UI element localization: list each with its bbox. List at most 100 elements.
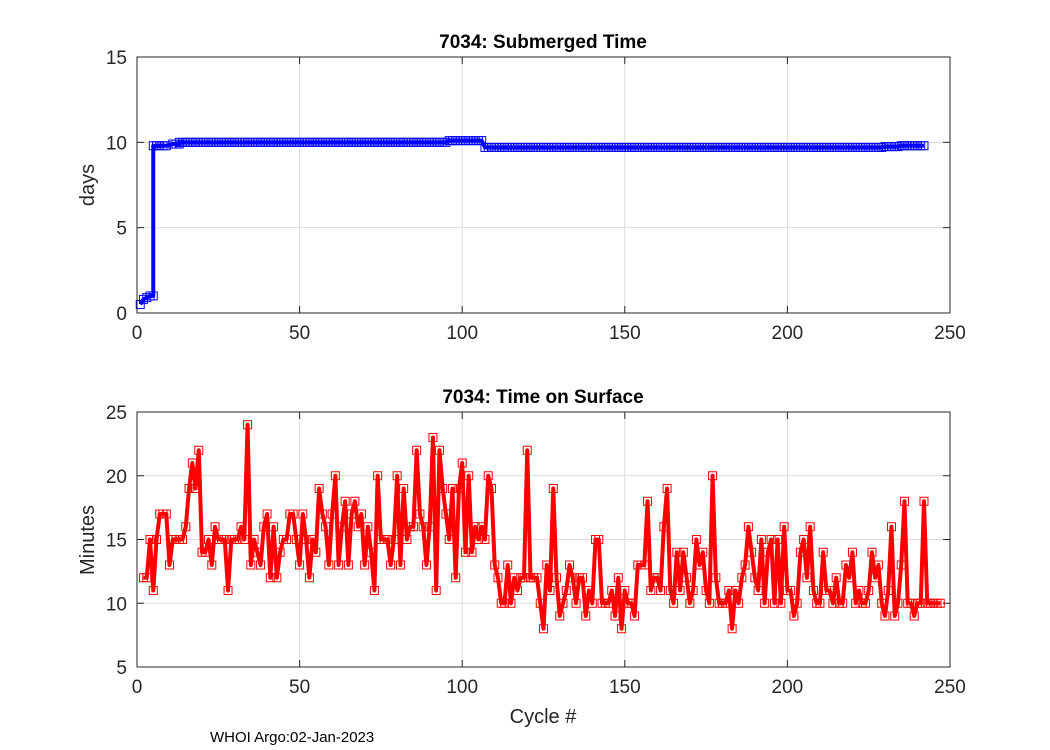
time-on-surface-data-point: [698, 547, 708, 557]
time-on-surface-data-point: [288, 509, 298, 519]
time-on-surface-data-point: [610, 611, 620, 621]
time-on-surface-data-point: [301, 535, 311, 544]
time-on-surface-data-point: [685, 598, 695, 608]
submerged-time-y-tick-label: 5: [116, 219, 127, 240]
submerged-time-data-point: [139, 294, 148, 304]
time-on-surface-data-point: [262, 509, 272, 519]
time-on-surface-data-point: [587, 598, 597, 608]
time-on-surface-data-point: [184, 484, 194, 493]
time-on-surface-data-point: [473, 535, 483, 544]
time-on-surface-data-point: [236, 522, 246, 532]
time-on-surface-data-point: [594, 535, 604, 544]
time-on-surface-data-point: [386, 560, 396, 570]
time-on-surface-data-point: [678, 547, 688, 557]
time-on-surface-data-point: [571, 598, 581, 608]
time-on-surface-data-point: [356, 509, 366, 519]
time-on-surface-data-point: [243, 420, 253, 430]
submerged-time-x-tick-label: 0: [132, 323, 143, 344]
time-on-surface-x-label: Cycle #: [510, 706, 578, 728]
time-on-surface-data-point: [792, 598, 802, 608]
time-on-surface-y-tick-label: 20: [106, 467, 127, 488]
time-on-surface-data-point: [360, 560, 370, 570]
time-on-surface-panel: 0 50 100 150 200 250 5 10 15 20 25 7034: Time on S…: [77, 387, 966, 728]
time-on-surface-data-point: [327, 509, 337, 519]
time-on-surface-data-point: [259, 522, 269, 532]
time-on-surface-data-point: [630, 611, 640, 621]
time-on-surface-data-point: [392, 471, 402, 481]
time-on-surface-data-point: [233, 535, 243, 544]
time-on-surface-data-point: [444, 535, 454, 544]
time-on-surface-data-point: [369, 586, 379, 595]
time-on-surface-data-point: [695, 560, 705, 570]
time-on-surface-data-point: [854, 586, 864, 595]
submerged-time-y-label: days: [77, 164, 99, 206]
time-on-surface-data-point: [555, 611, 565, 621]
time-on-surface-data-point: [200, 547, 210, 557]
submerged-time-x-tick-label: 100: [446, 323, 478, 344]
submerged-time-data-point: [161, 141, 171, 151]
time-on-surface-data-point: [252, 547, 262, 557]
time-on-surface-series: [139, 420, 945, 634]
time-on-surface-data-point: [457, 458, 467, 468]
time-on-surface-data-point: [223, 586, 233, 595]
time-on-surface-data-point: [870, 573, 880, 583]
time-on-surface-data-point: [747, 547, 757, 557]
time-on-surface-data-point: [825, 586, 835, 595]
time-on-surface-data-point: [210, 522, 220, 532]
time-on-surface-data-point: [799, 535, 809, 544]
submerged-time-series: [135, 136, 929, 309]
time-on-surface-y-tick-label: 5: [116, 658, 127, 679]
time-on-surface-data-point: [886, 522, 896, 532]
time-on-surface-data-point: [815, 598, 825, 608]
time-on-surface-data-point: [337, 522, 347, 532]
time-on-surface-data-point: [363, 522, 373, 532]
submerged-time-data-point: [919, 141, 929, 151]
time-on-surface-data-point: [659, 522, 669, 532]
time-on-surface-data-point: [464, 471, 474, 481]
time-on-surface-x-tick-label: 100: [446, 677, 478, 698]
time-on-surface-data-point: [906, 598, 916, 608]
time-on-surface-data-point: [877, 598, 887, 608]
time-on-surface-data-point: [447, 484, 457, 493]
time-on-surface-data-point: [568, 573, 578, 583]
time-on-surface-data-point: [291, 535, 301, 544]
time-on-surface-data-point: [532, 573, 542, 583]
time-on-surface-data-point: [295, 560, 305, 570]
submerged-time-grid: [136, 56, 951, 314]
time-on-surface-data-point: [421, 560, 431, 570]
time-on-surface-data-point: [542, 560, 552, 570]
time-on-surface-data-point: [165, 560, 175, 570]
time-on-surface-data-point: [916, 598, 926, 608]
time-on-surface-data-point: [750, 573, 760, 583]
time-on-surface-data-point: [688, 586, 698, 595]
time-on-surface-data-point: [522, 445, 532, 455]
submerged-time-y-tick-label: 0: [116, 304, 127, 325]
time-on-surface-data-point: [373, 471, 383, 481]
time-on-surface-data-point: [919, 496, 929, 506]
submerged-time-x-tick-label: 250: [934, 323, 966, 344]
time-on-surface-data-point: [519, 573, 529, 583]
time-on-surface-data-point: [743, 522, 753, 532]
time-on-surface-data-point: [756, 535, 766, 544]
time-on-surface-data-point: [844, 573, 854, 583]
time-on-surface-data-point: [899, 496, 909, 506]
time-on-surface-data-point: [148, 586, 158, 595]
time-on-surface-data-point: [178, 535, 188, 544]
time-on-surface-data-point: [207, 560, 217, 570]
time-on-surface-data-point: [454, 484, 464, 493]
time-on-surface-data-point: [873, 560, 883, 570]
time-on-surface-data-point: [708, 471, 718, 481]
time-on-surface-data-point: [347, 509, 357, 519]
time-on-surface-x-tick-label: 0: [132, 677, 143, 698]
time-on-surface-data-point: [838, 598, 848, 608]
time-on-surface-data-point: [350, 496, 360, 506]
time-on-surface-data-point: [187, 458, 197, 468]
time-on-surface-data-point: [451, 573, 461, 583]
time-on-surface-data-point: [893, 598, 903, 608]
time-on-surface-data-point: [763, 547, 773, 557]
time-on-surface-data-point: [578, 573, 588, 583]
time-on-surface-data-point: [701, 586, 711, 595]
submerged-time-data-point: [477, 136, 487, 146]
submerged-time-axes-frame: [136, 56, 951, 314]
